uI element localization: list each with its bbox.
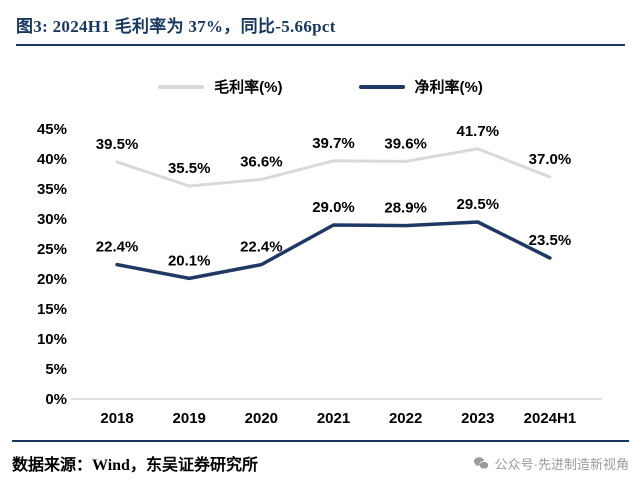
wechat-icon (473, 455, 489, 471)
svg-text:22.4%: 22.4% (240, 239, 283, 256)
svg-text:29.5%: 29.5% (456, 196, 499, 213)
svg-text:15%: 15% (36, 301, 66, 318)
svg-text:35%: 35% (36, 181, 66, 198)
svg-text:22.4%: 22.4% (95, 239, 138, 256)
chart-area: 0% 5% 10% 15% 20% 25% 30% 35% 40% 45% 2018 2019 2020… (0, 99, 641, 435)
svg-text:30%: 30% (36, 211, 66, 228)
line-chart: 0% 5% 10% 15% 20% 25% 30% 35% 40% 45% 2018 2019 2020… (36, 121, 602, 427)
svg-text:39.5%: 39.5% (95, 136, 138, 153)
figure-title: 图3: 2024H1 毛利率为 37%，同比-5.66pct (16, 17, 336, 36)
svg-text:39.6%: 39.6% (384, 135, 427, 152)
svg-text:39.7%: 39.7% (312, 135, 355, 152)
svg-text:2018: 2018 (100, 410, 133, 427)
data-source-text: 数据来源：Wind，东吴证券研究所 (12, 457, 258, 474)
chart-legend: 毛利率(%) 净利率(%) (0, 76, 641, 97)
legend-label-net-margin: 净利率(%) (414, 79, 483, 96)
svg-text:2019: 2019 (172, 410, 205, 427)
svg-text:25%: 25% (36, 241, 66, 258)
wechat-account-label: 公众号·先进制造新视角 (494, 456, 629, 472)
legend-item-net-margin: 净利率(%) (358, 76, 483, 97)
svg-text:2023: 2023 (461, 410, 494, 427)
wechat-badge: 公众号·先进制造新视角 (473, 454, 629, 473)
svg-text:2024H1: 2024H1 (523, 410, 576, 427)
svg-text:23.5%: 23.5% (528, 232, 571, 249)
svg-text:2022: 2022 (388, 410, 421, 427)
svg-text:2021: 2021 (316, 410, 349, 427)
gross-margin-line-swatch (158, 84, 205, 89)
svg-text:35.5%: 35.5% (167, 160, 210, 177)
svg-text:37.0%: 37.0% (528, 151, 571, 168)
svg-text:29.0%: 29.0% (312, 199, 355, 216)
svg-text:36.6%: 36.6% (240, 153, 283, 170)
svg-text:0%: 0% (45, 391, 67, 408)
net-margin-line-swatch (358, 84, 405, 89)
svg-text:41.7%: 41.7% (456, 123, 499, 140)
svg-text:45%: 45% (36, 121, 66, 138)
legend-label-gross-margin: 毛利率(%) (214, 79, 283, 96)
svg-text:20.1%: 20.1% (167, 252, 210, 269)
svg-text:28.9%: 28.9% (384, 200, 427, 217)
svg-text:2020: 2020 (244, 410, 277, 427)
figure-header: 图3: 2024H1 毛利率为 37%，同比-5.66pct (16, 12, 625, 46)
svg-text:20%: 20% (36, 271, 66, 288)
footer: 数据来源：Wind，东吴证券研究所 公众号·先进制造新视角 (12, 440, 629, 475)
legend-item-gross-margin: 毛利率(%) (158, 76, 283, 97)
svg-text:40%: 40% (36, 151, 66, 168)
svg-text:5%: 5% (45, 361, 67, 378)
svg-text:10%: 10% (36, 331, 66, 348)
